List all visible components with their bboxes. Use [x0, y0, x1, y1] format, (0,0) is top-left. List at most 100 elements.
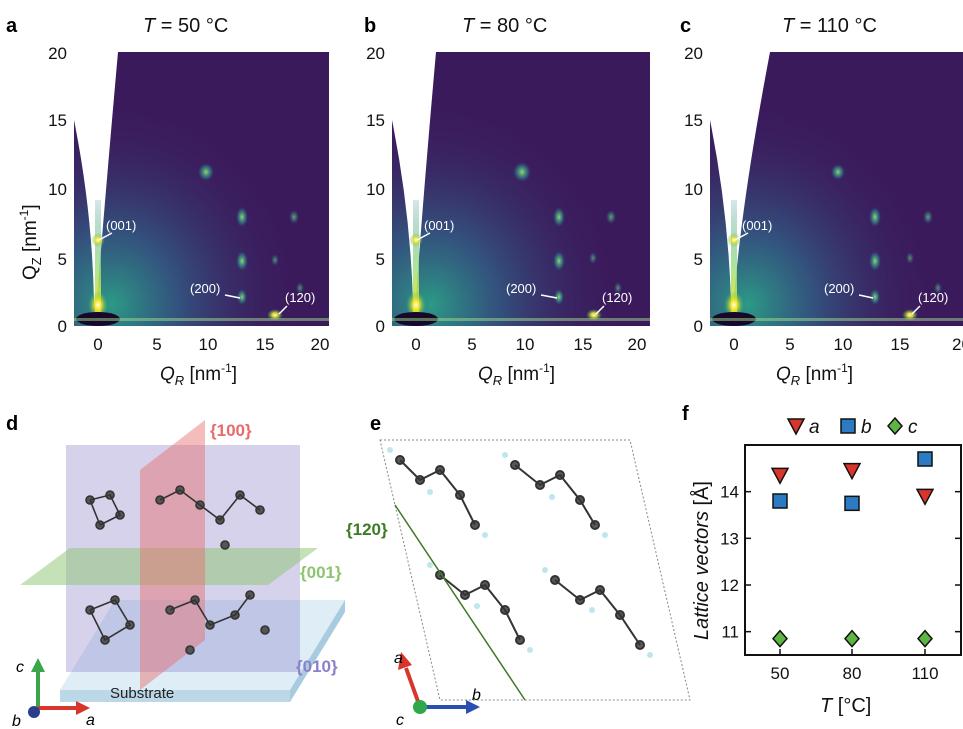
y-tick-0-c: 0	[694, 317, 703, 336]
giwaxs-map-a	[74, 52, 329, 326]
plane-120-line	[394, 504, 526, 701]
x-tick-15-b: 15	[574, 335, 593, 354]
x-tick-labels-a: 0 5 10 15 20	[93, 335, 329, 354]
reflection-001-label-c: (001)	[742, 218, 772, 233]
plane-001	[20, 548, 318, 585]
reflection-120-label: (120)	[285, 290, 315, 305]
panel-b-title: T = 80 °C	[462, 15, 547, 37]
x-tick-label-50: 50	[771, 664, 790, 683]
x-tick-0: 0	[93, 335, 102, 354]
x-axis-label-c: QR [nm-1]	[776, 361, 853, 388]
y-tick-10-c: 10	[684, 180, 703, 199]
x-axis-label-f: T [°C]	[820, 695, 871, 717]
plane-label-001: {001}	[300, 563, 342, 582]
unit-cell-outline	[379, 439, 691, 701]
point-a-50	[770, 467, 790, 485]
y-tick-labels-c: 0 5 10 15 20	[684, 44, 703, 336]
y-tick-0: 0	[58, 317, 67, 336]
x-axis-label-b: QR [nm-1]	[478, 361, 555, 388]
x-tick-0-c: 0	[729, 335, 738, 354]
x-tick-10-c: 10	[834, 335, 853, 354]
x-axis-label-a: QR [nm-1]	[160, 361, 237, 388]
spot-001	[91, 233, 105, 247]
y-tick-labels-a: 0 5 10 15 20	[48, 44, 67, 336]
y-ticks: 11 12 13 14	[720, 483, 961, 642]
y-tick-20: 20	[48, 44, 67, 63]
giwaxs-map-c	[710, 52, 963, 326]
plot-frame	[744, 444, 962, 656]
panel-f: f a b c 11 12 13 14 50 80 110 T [°C] Lattice ve…	[682, 403, 962, 717]
axis-triad-d: c a b	[12, 658, 95, 729]
reflection-001-label: (001)	[106, 218, 136, 233]
c-axis-arrowhead	[31, 658, 45, 672]
x-tick-labels-b: 0 5 10 15 20	[411, 335, 646, 354]
y-axis-label-a: QZ [nm-1]	[17, 204, 44, 280]
panel-b: b T = 80 °C (001) (200) (120) 0	[364, 15, 650, 388]
x-tick-15-c: 15	[891, 335, 910, 354]
y-tick-5: 5	[58, 250, 67, 269]
a-axis-arrowhead-e	[398, 652, 412, 670]
y-tick-label-14: 14	[720, 483, 739, 502]
map-haze	[74, 52, 329, 326]
x-tick-labels-c: 0 5 10 15 20	[729, 335, 963, 354]
x-tick-5-c: 5	[785, 335, 794, 354]
panel-letter-a: a	[6, 15, 18, 37]
y-tick-label-12: 12	[720, 576, 739, 595]
point-b-80	[844, 495, 860, 512]
point-c-110	[917, 629, 933, 648]
reflection-200-label-c: (200)	[824, 281, 854, 296]
c-axis-dot-e	[413, 700, 427, 714]
map-blind-wedge	[74, 52, 118, 312]
panel-letter-d: d	[6, 413, 18, 435]
legend-marker-b	[840, 418, 856, 434]
y-tick-label-11: 11	[721, 623, 739, 642]
b-axis-dot	[28, 706, 40, 718]
x-tick-20: 20	[311, 335, 330, 354]
x-tick-10: 10	[199, 335, 218, 354]
reflection-120-label-b: (120)	[602, 290, 632, 305]
point-c-50	[772, 629, 788, 648]
x-tick-label-110: 110	[911, 664, 938, 683]
beam-center	[88, 291, 108, 319]
x-tick-15: 15	[256, 335, 275, 354]
specular-rod	[95, 200, 101, 315]
plane-100	[140, 420, 205, 690]
point-a-80	[842, 462, 862, 481]
y-axis-label-f: Lattice vectors [Å]	[690, 481, 713, 640]
legend-marker-c	[887, 416, 903, 436]
plane-label-010: {010}	[296, 657, 338, 676]
x-tick-label-80: 80	[843, 664, 862, 683]
hydrogens-e	[387, 447, 653, 658]
data-points	[770, 451, 935, 648]
x-ticks: 50 80 110	[771, 649, 939, 683]
x-tick-0-b: 0	[411, 335, 420, 354]
panel-letter-f: f	[682, 403, 689, 425]
panel-d: d {100} {001} {010} Substrate	[6, 413, 345, 729]
x-tick-5-b: 5	[467, 335, 476, 354]
molecule-cluster-d	[85, 485, 270, 655]
panel-a-title-value: = 50 °C	[155, 15, 228, 37]
y-tick-labels-b: 0 5 10 15 20	[366, 44, 385, 336]
panel-c-title: T = 110 °C	[782, 15, 877, 37]
axis-label-b-d: b	[12, 713, 21, 729]
point-a-110	[915, 488, 935, 506]
panel-letter-e: e	[370, 413, 381, 435]
reflection-200-label-b: (200)	[506, 281, 536, 296]
panel-letter-c: c	[680, 15, 691, 37]
legend-marker-a	[786, 418, 806, 436]
point-c-80	[844, 629, 860, 648]
legend: a b c	[786, 416, 918, 438]
axis-label-a-d: a	[86, 712, 95, 729]
giwaxs-map-b	[392, 52, 650, 326]
panel-e: e {120} a b c	[346, 413, 691, 729]
y-tick-5-b: 5	[376, 250, 385, 269]
axis-triad-e: a b c	[394, 650, 481, 729]
axis-label-c-e: c	[396, 712, 404, 729]
axis-label-a-e: a	[394, 650, 403, 667]
reflection-120-label-c: (120)	[918, 290, 948, 305]
a-axis-arrowhead	[76, 701, 90, 715]
panel-a-title-var: T	[143, 15, 157, 37]
plane-label-120: {120}	[346, 520, 388, 539]
x-tick-20-b: 20	[628, 335, 647, 354]
